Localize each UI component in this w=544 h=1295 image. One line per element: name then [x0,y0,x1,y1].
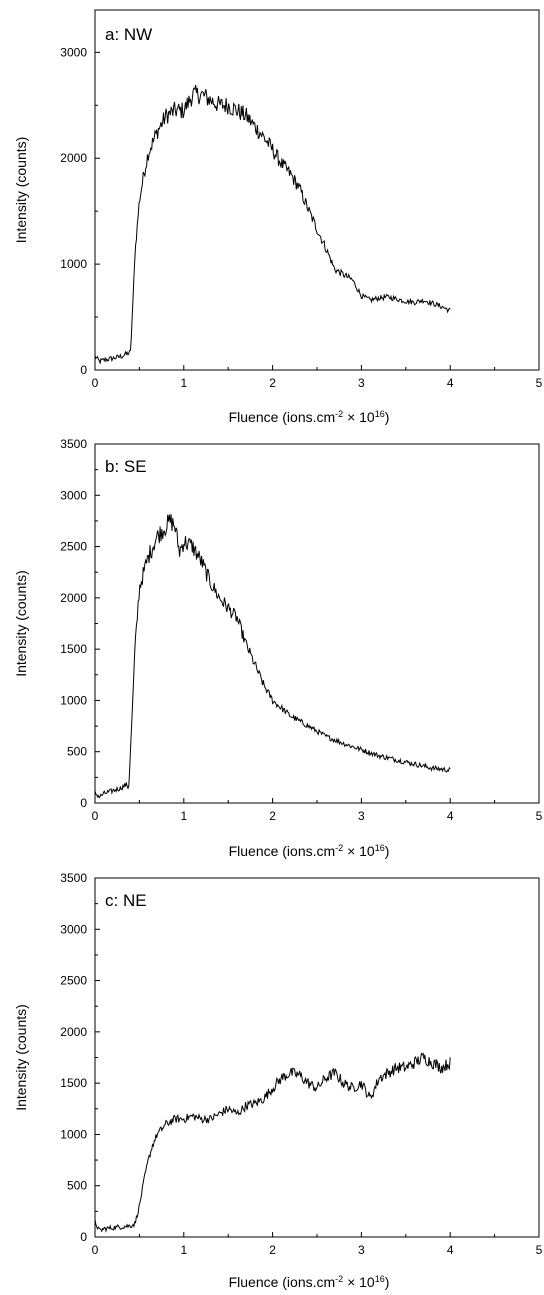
y-axis-title: Intensity (counts) [13,137,29,244]
y-tick-label: 0 [80,1230,87,1244]
x-tick-label: 3 [358,1243,365,1257]
x-tick-label: 5 [536,376,543,390]
y-axis-title: Intensity (counts) [13,1004,29,1111]
y-tick-label: 3000 [60,922,87,936]
panel-title: a: NW [105,25,152,44]
chart-svg: 0 1 2 3 4 5 0 500 1000 1500 2000 2500 3000 3500 b: SE I… [0,432,544,868]
x-tick-label: 4 [447,1243,454,1257]
x-tick-label: 4 [447,376,454,390]
y-tick-label: 0 [80,363,87,377]
x-tick-label: 4 [447,809,454,823]
series-line [95,514,450,797]
x-tick-label: 3 [358,809,365,823]
panel-title: c: NE [105,891,147,910]
plot-frame [95,444,539,803]
plot-frame [95,10,539,370]
x-tick-label: 5 [536,1243,543,1257]
y-tick-label: 500 [67,745,87,759]
y-tick-label: 0 [80,796,87,810]
x-tick-label: 5 [536,809,543,823]
x-tick-label: 0 [92,376,99,390]
x-tick-label: 3 [358,376,365,390]
y-tick-label: 1500 [60,642,87,656]
x-tick-label: 0 [92,809,99,823]
y-tick-label: 2500 [60,540,87,554]
chart-panel-b: 0 1 2 3 4 5 0 500 1000 1500 2000 2500 3000 3500 b: SE I… [0,432,544,868]
y-tick-label: 3500 [60,437,87,451]
chart-svg: 0 1 2 3 4 5 0 500 1000 1500 2000 2500 3000 3500 c: NE I… [0,868,544,1295]
x-tick-label: 2 [269,376,276,390]
y-tick-label: 2000 [60,151,87,165]
y-tick-label: 1000 [60,257,87,271]
chart-panel-c: 0 1 2 3 4 5 0 500 1000 1500 2000 2500 3000 3500 c: NE I… [0,868,544,1295]
x-tick-label: 2 [269,1243,276,1257]
x-tick-label: 2 [269,809,276,823]
x-tick-label: 1 [180,1243,187,1257]
chart-svg: 0 1 2 3 4 5 0 1000 2000 3000 a: NW Intensity (count… [0,0,544,432]
series-line [95,85,450,363]
y-tick-label: 3000 [60,45,87,59]
y-tick-label: 3500 [60,871,87,885]
series-line [95,1054,450,1232]
y-tick-label: 3000 [60,488,87,502]
y-tick-label: 2500 [60,974,87,988]
chart-panel-a: 0 1 2 3 4 5 0 1000 2000 3000 a: NW Intensity (count… [0,0,544,432]
y-tick-label: 500 [67,1179,87,1193]
x-axis-title: Fluence (ions.cm-2 × 1016) [229,843,390,859]
y-tick-label: 1000 [60,1127,87,1141]
x-axis-title: Fluence (ions.cm-2 × 1016) [229,409,390,425]
y-tick-label: 1000 [60,693,87,707]
x-tick-label: 1 [180,809,187,823]
x-tick-label: 1 [180,376,187,390]
y-tick-label: 2000 [60,591,87,605]
x-tick-label: 0 [92,1243,99,1257]
y-axis-title: Intensity (counts) [13,570,29,677]
panel-title: b: SE [105,457,147,476]
plot-frame [95,878,539,1237]
y-tick-label: 2000 [60,1025,87,1039]
y-tick-label: 1500 [60,1076,87,1090]
x-axis-title: Fluence (ions.cm-2 × 1016) [229,1274,390,1290]
